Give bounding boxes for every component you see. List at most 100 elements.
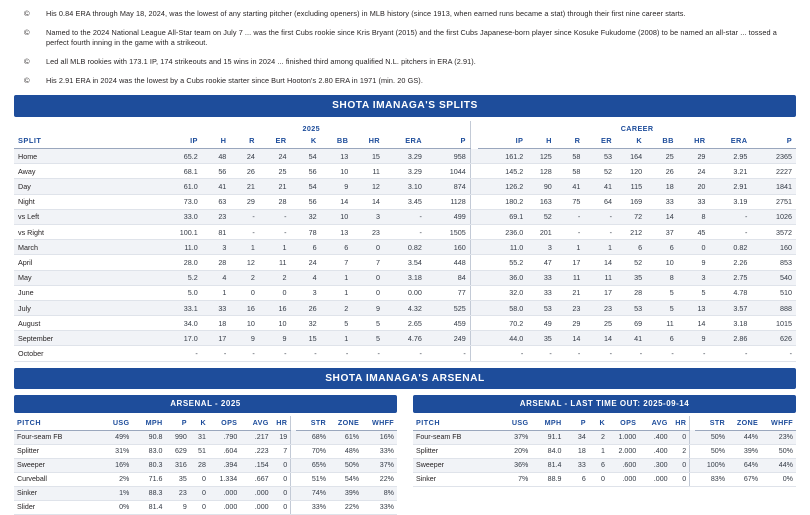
splits-cell-2025: 29 (230, 194, 259, 210)
splits-header-era-2025: ERA (383, 135, 426, 150)
arsenal-last-time-out-header-separator (689, 415, 695, 431)
splits-cell-2025: 77 (425, 285, 471, 301)
splits-cell-career: 14 (584, 330, 616, 347)
splits-cell-career: 33 (646, 194, 678, 210)
arsenal-last-time-out-cell: 0 (588, 472, 608, 487)
splits-cell-2025: 16 (230, 300, 259, 317)
note-bullet-icon: © (24, 76, 30, 86)
splits-cell-career: 52 (527, 209, 556, 225)
table-row: Curveball 2% 71.6 35 0 1.334.667 0 51% 54% 22% (14, 472, 397, 487)
arsenal-last-time-out-cell: 23% (761, 430, 796, 445)
arsenal-last-time-out-cell: 88.9 (531, 472, 565, 487)
splits-cell-career: 3.18 (709, 315, 752, 332)
table-row: Slider 0% 81.4 9 0.000.000 0 33% 22% 33% (14, 500, 397, 515)
arsenal-2025-cell: 16% (362, 430, 397, 445)
splits-cell-2025: 1128 (425, 194, 471, 210)
arsenal-last-time-out-cell: 36% (500, 458, 532, 473)
splits-cell-career: 540 (751, 270, 796, 286)
splits-cell-divider (469, 148, 479, 165)
splits-cell-2025: 1505 (425, 224, 471, 241)
splits-cell-career: 13 (677, 300, 710, 317)
splits-cell-2025: 9 (230, 330, 259, 347)
splits-cell-2025: 12 (352, 178, 384, 195)
arsenal-last-time-out-row-pitch: Sinker (413, 472, 501, 487)
splits-cell-2025: 3 (290, 285, 321, 301)
splits-header-h-2025: H (201, 135, 231, 150)
arsenal-last-time-out-cell: .400 (639, 444, 671, 459)
arsenal-last-time-out-cell: 34 (564, 430, 589, 445)
arsenal-last-time-out-cell: 18 (564, 444, 589, 459)
splits-cell-career: 1 (555, 239, 585, 256)
table-row: vs Right 100.1 81- -78 13 23-1505 236.0 201- -21… (14, 224, 796, 241)
arsenal-2025-cell: .667 (240, 472, 272, 487)
splits-cell-career: 29 (555, 315, 585, 332)
arsenal-last-time-out-header-p: P (564, 415, 589, 431)
splits-cell-2025: - (258, 345, 291, 362)
splits-cell-2025: 24 (290, 254, 321, 271)
splits-cell-2025: - (230, 345, 259, 362)
splits-cell-career: 52 (584, 163, 616, 180)
splits-cell-career: - (555, 345, 585, 362)
arsenal-2025-header-k: K (189, 415, 209, 431)
arsenal-2025-panel: ARSENAL - 2025 PITCH USG MPH P K OPS AVG HR STR Z… (14, 395, 397, 515)
splits-cell-2025: 0.82 (383, 239, 426, 256)
splits-cell-career: 75 (555, 194, 585, 210)
arsenal-last-time-out-row-pitch: Splitter (413, 444, 501, 459)
splits-cell-2025: 84 (425, 270, 471, 286)
splits-cell-career: 11 (555, 270, 585, 286)
splits-cell-2025: 65.2 (152, 148, 202, 165)
splits-cell-career: 3.19 (709, 194, 752, 210)
splits-cell-career: 120 (616, 163, 647, 180)
splits-cell-career: 2.86 (709, 330, 752, 347)
table-row: vs Left 33.0 23- -32 10 3-499 69.1 52- -72 14 8-10… (14, 209, 796, 225)
splits-cell-divider (469, 178, 479, 195)
splits-header-r-career: R (555, 135, 585, 150)
splits-cell-career: 20 (677, 178, 710, 195)
arsenal-last-time-out-header-usg: USG (500, 415, 532, 431)
splits-cell-2025: 15 (352, 148, 384, 165)
table-row: Day 61.0 41 21 21 54 9 12 3.10 874 126.2 90 41 41 115 1… (14, 178, 796, 195)
splits-cell-career: 9 (677, 254, 710, 271)
splits-cell-2025: 2 (230, 270, 259, 286)
splits-cell-divider (469, 254, 479, 271)
arsenal-last-time-out-cell: 2 (670, 444, 690, 459)
arsenal-2025-head: PITCH USG MPH P K OPS AVG HR STR ZONE WHFF (14, 415, 397, 431)
splits-cell-career: 14 (555, 330, 585, 347)
splits-group-2025: 2025 (302, 123, 321, 133)
splits-cell-2025: 23 (201, 209, 231, 225)
splits-cell-career: 2227 (751, 163, 796, 180)
arsenal-last-time-out-cell-separator (689, 472, 695, 487)
splits-cell-career: 3 (677, 270, 710, 286)
splits-cell-2025: 4.76 (383, 330, 426, 347)
splits-cell-2025: 56 (290, 194, 321, 210)
splits-cell-2025: 17 (201, 330, 231, 347)
arsenal-last-time-out-cell: .400 (639, 430, 671, 445)
splits-cell-divider (469, 194, 479, 210)
splits-cell-career: 17 (584, 285, 616, 301)
splits-cell-2025: 3.18 (383, 270, 426, 286)
splits-header-bb-2025: BB (320, 135, 353, 150)
splits-cell-2025: 0 (352, 285, 384, 301)
splits-cell-divider (469, 345, 479, 362)
splits-cell-2025: 2.65 (383, 315, 426, 332)
arsenal-2025-header-row: PITCH USG MPH P K OPS AVG HR STR ZONE WHFF (14, 415, 397, 431)
arsenal-last-time-out-head: PITCH USG MPH P K OPS AVG HR STR ZONE WHFF (413, 415, 796, 431)
splits-cell-2025: 25 (258, 163, 291, 180)
splits-cell-career: 3.57 (709, 300, 752, 317)
splits-cell-2025: 28 (258, 194, 291, 210)
splits-table: 2025 CAREER SPLIT IP H R ER K BB HR ERA P IP H R ER K B… (14, 120, 796, 362)
splits-cell-career: 3572 (751, 224, 796, 241)
splits-cell-2025: - (152, 345, 202, 362)
arsenal-last-time-out-row-pitch: Four-seam FB (413, 430, 501, 445)
arsenal-2025-cell: 16% (101, 458, 133, 473)
note-bullet-icon: © (24, 57, 30, 67)
splits-cell-2025: 15 (290, 330, 321, 347)
splits-cell-career: 201 (527, 224, 556, 241)
arsenal-2025-cell: 31% (101, 444, 133, 459)
splits-cell-career: 8 (646, 270, 678, 286)
splits-cell-career: 2.26 (709, 254, 752, 271)
splits-cell-career: 69 (616, 315, 647, 332)
splits-cell-2025: 0 (352, 239, 384, 256)
splits-cell-2025: - (258, 209, 291, 225)
splits-cell-2025: 9 (352, 300, 384, 317)
